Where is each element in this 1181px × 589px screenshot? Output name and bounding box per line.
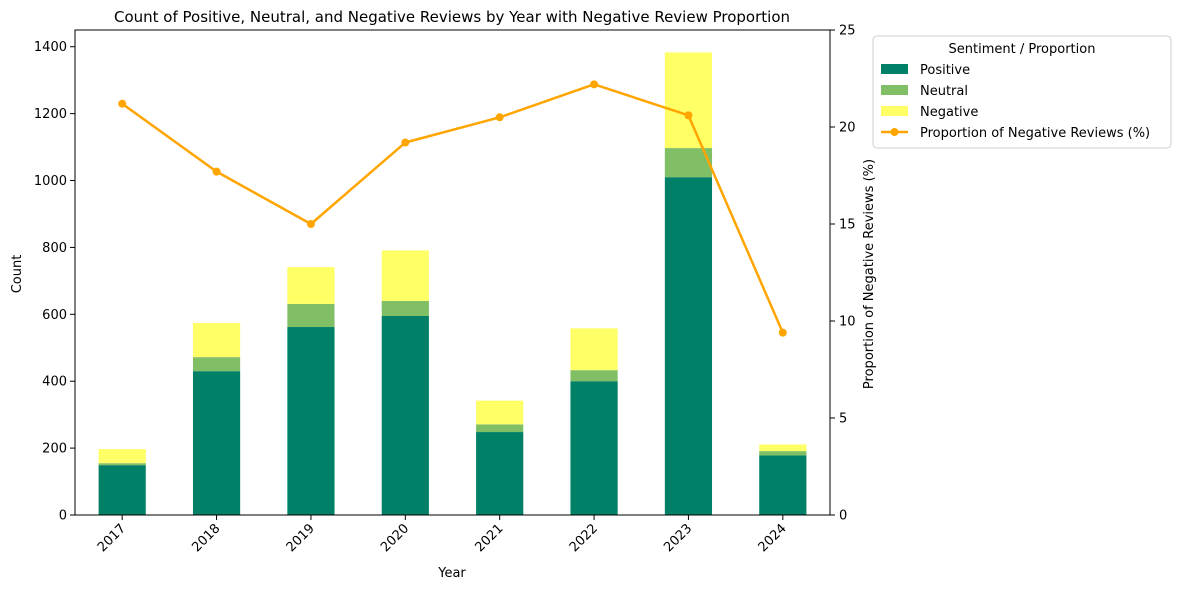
y2-tick-label-20: 20	[839, 121, 856, 136]
plot-frame	[74, 29, 831, 516]
legend-swatch-neutral	[881, 85, 908, 95]
y2-axis-label: Proportion of Negative Reviews (%)	[862, 159, 877, 389]
bar-neutral-2020	[381, 300, 429, 316]
legend-title: Sentiment / Proportion	[949, 42, 1096, 57]
negative-proportion-point-2023	[684, 111, 693, 120]
y2-tick-label-15: 15	[839, 218, 856, 233]
x-tick-label-2018: 2018	[189, 521, 223, 555]
x-tick-label-2023: 2023	[661, 521, 695, 555]
legend-swatch-positive	[881, 64, 908, 74]
bar-neutral-2024	[759, 451, 807, 456]
plot-area: 0 200 400 600 800 1000 1200 1400 0 5 10 15 20 25 2017 2…	[34, 24, 856, 556]
bar-neutral-2018	[192, 357, 241, 372]
legend-label-positive: Positive	[920, 63, 970, 78]
y-tick-label-400: 400	[42, 375, 67, 390]
bar-negative-2019	[287, 267, 335, 304]
legend-items: Positive Neutral Negative Proportion of Neg…	[881, 63, 1150, 141]
legend-label-proportion: Proportion of Negative Reviews (%)	[920, 126, 1150, 141]
bar-neutral-2022	[570, 370, 618, 382]
y-tick-label-1200: 1200	[34, 107, 67, 122]
bar-negative-2023	[664, 52, 713, 149]
legend-swatch-negative	[881, 106, 908, 116]
x-tick-label-2021: 2021	[473, 521, 507, 555]
bar-positive-2019	[287, 327, 335, 515]
bar-negative-2021	[476, 400, 524, 425]
bar-neutral-2017	[98, 463, 146, 466]
negative-proportion-line	[121, 83, 784, 334]
y-tick-label-600: 600	[42, 308, 67, 323]
bar-neutral-2019	[287, 303, 335, 328]
negative-proportion-point-2017	[118, 99, 127, 108]
bar-negative-2024	[759, 444, 807, 452]
y-tick-label-800: 800	[42, 241, 67, 256]
bar-negative-2022	[570, 328, 618, 371]
bar-positive-2023	[664, 177, 713, 515]
x-axis-label: Year	[437, 566, 466, 581]
bar-positive-2020	[381, 315, 429, 515]
x-tick-label-2022: 2022	[567, 521, 601, 555]
bar-neutral-2021	[476, 424, 524, 433]
y2-tick-label-25: 25	[839, 24, 856, 39]
bar-positive-2017	[98, 465, 146, 515]
bar-negative-2018	[192, 323, 241, 358]
legend-label-neutral: Neutral	[920, 84, 968, 99]
bar-positive-2021	[476, 432, 524, 515]
bar-negative-2020	[381, 250, 429, 301]
x-tick-label-2020: 2020	[378, 521, 412, 555]
negative-proportion-point-2021	[495, 113, 504, 122]
legend: Sentiment / Proportion Positive Neutral Ne…	[872, 35, 1172, 149]
legend-label-negative: Negative	[920, 105, 978, 120]
y-axis-label: Count	[10, 255, 25, 294]
y-tick-label-0: 0	[59, 509, 67, 524]
negative-proportion-point-2018	[212, 167, 221, 176]
legend-frame	[872, 35, 1172, 149]
bar-positive-2022	[570, 381, 618, 515]
y2-tick-label-5: 5	[839, 412, 847, 427]
legend-line-marker	[890, 128, 899, 136]
y2-tick-label-0: 0	[839, 509, 847, 524]
negative-proportion-point-2022	[590, 80, 599, 89]
y-tick-label-1000: 1000	[34, 174, 67, 189]
bar-positive-2024	[759, 455, 807, 515]
negative-proportion-point-2020	[401, 138, 410, 147]
negative-proportion-point-2019	[306, 220, 315, 228]
x-tick-label-2019: 2019	[284, 521, 318, 555]
bar-negative-2017	[98, 449, 146, 464]
y-tick-label-200: 200	[42, 442, 67, 457]
y-tick-label-1400: 1400	[34, 40, 67, 55]
x-tick-label-2024: 2024	[756, 521, 790, 555]
y2-tick-label-10: 10	[839, 315, 856, 330]
x-tick-label-2017: 2017	[95, 521, 129, 555]
chart-title: Count of Positive, Neutral, and Negative…	[114, 8, 790, 26]
bar-positive-2018	[192, 371, 241, 515]
negative-proportion-point-2024	[778, 328, 787, 337]
